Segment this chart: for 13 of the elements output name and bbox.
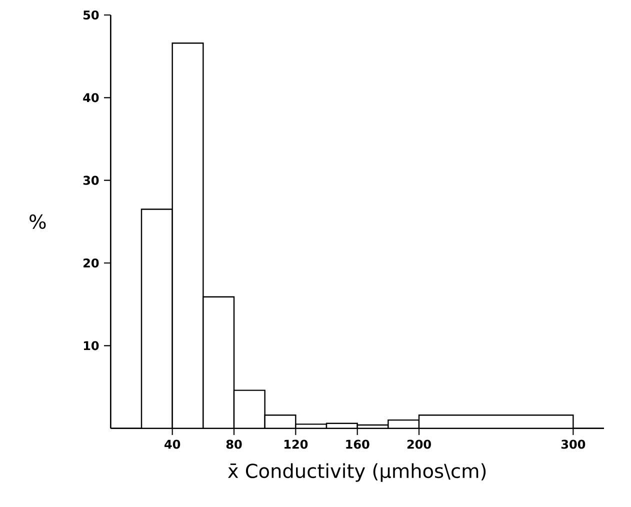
y-tick-label: 30 [83, 176, 99, 185]
y-tick-label: 50 [84, 10, 99, 20]
y-tick-label: 40 [83, 93, 99, 102]
x-tick-label: 160 [346, 440, 370, 449]
x-tick-label: 200 [407, 440, 431, 449]
x-tick-label: 120 [284, 440, 308, 449]
y-tick-label: 10 [84, 341, 99, 350]
x-axis-title: x̄ Conductivity (µmhos\cm) [228, 463, 486, 482]
x-tick-label: 80 [226, 440, 242, 449]
y-tick-label: 20 [84, 258, 99, 268]
y-axis-title: % [30, 214, 46, 229]
x-tick-label: 300 [561, 440, 586, 449]
x-tick-label: 40 [164, 440, 180, 449]
